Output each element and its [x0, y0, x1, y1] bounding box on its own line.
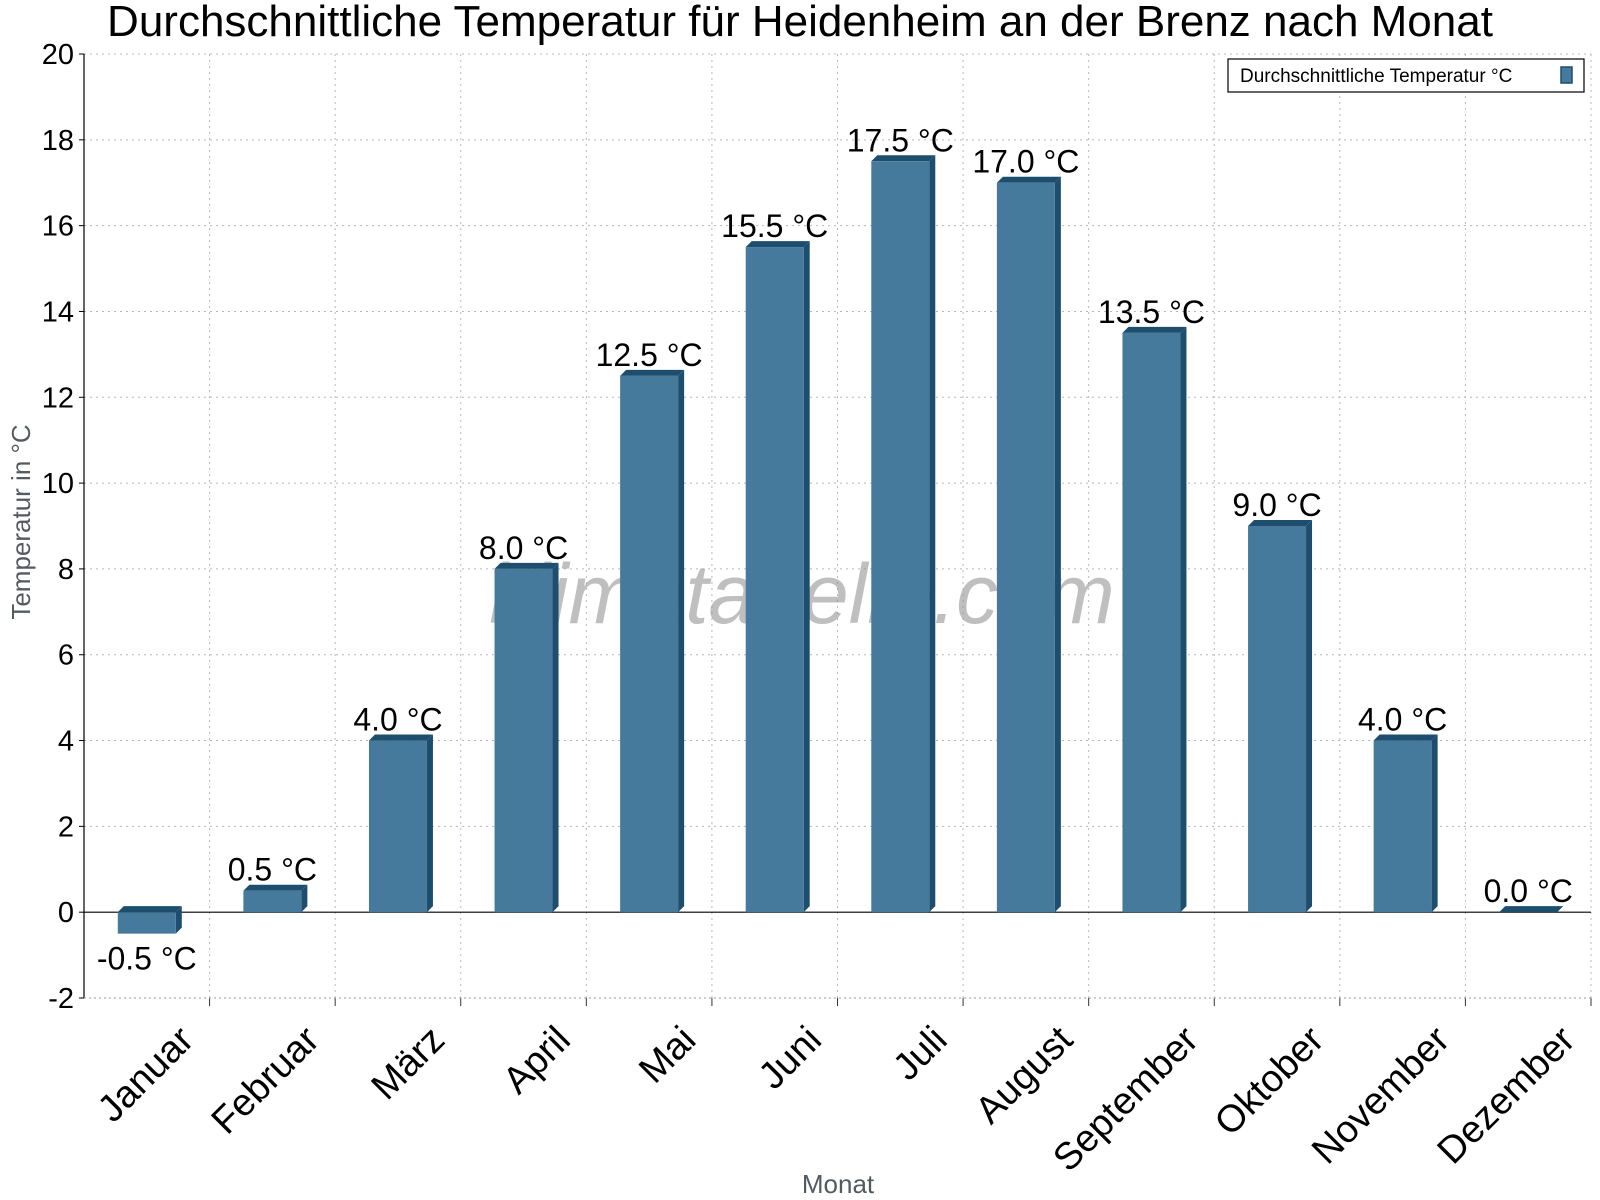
bar — [871, 155, 936, 913]
bar-side — [426, 734, 433, 913]
bar — [243, 884, 308, 913]
value-label: 4.0 °C — [353, 702, 442, 738]
bar-side — [678, 369, 685, 913]
legend-label: Durchschnittliche Temperatur °C — [1240, 66, 1512, 87]
legend-box — [1227, 58, 1585, 93]
y-tick-label: 14 — [42, 296, 74, 328]
value-label: 13.5 °C — [1098, 294, 1205, 330]
y-tick-label: -2 — [48, 983, 74, 1015]
bar-face — [1373, 740, 1432, 913]
value-labels: -0.5 °C 0.5 °C 4.0 °C 8.0 °C 12.5 °C 15.5 °C 1… — [97, 122, 1573, 976]
y-tick-label: 4 — [58, 726, 74, 758]
bar-top — [243, 884, 308, 891]
bar-face — [494, 568, 553, 913]
x-axis-title: Monat — [802, 1169, 875, 1199]
bar-face — [871, 161, 930, 913]
bar-side — [1306, 520, 1313, 913]
bar-face — [996, 182, 1055, 913]
bar-top — [871, 155, 936, 162]
bar-face — [117, 912, 176, 934]
x-tick-label: Mai — [631, 1019, 704, 1092]
legend-swatch — [1560, 66, 1573, 84]
y-tick-label: 10 — [42, 468, 74, 500]
bar-top — [117, 906, 182, 913]
bar-side — [1180, 326, 1187, 913]
bar-top — [996, 176, 1061, 183]
bar-face — [745, 247, 804, 913]
bar-face — [243, 890, 302, 913]
x-tick-label: Januar — [90, 1018, 202, 1130]
x-tick-label: August — [968, 1018, 1082, 1132]
value-label: 12.5 °C — [596, 337, 703, 373]
bar — [368, 734, 433, 913]
y-tick-label: 8 — [58, 554, 74, 586]
y-tick-label: 12 — [42, 382, 74, 414]
value-label: 9.0 °C — [1232, 487, 1321, 523]
bars — [117, 155, 1564, 934]
bar-side — [803, 241, 810, 913]
bar-side — [929, 155, 936, 913]
bar — [620, 369, 685, 913]
bar-side — [301, 884, 308, 913]
x-tick-label: Dezember — [1430, 1018, 1584, 1172]
bar — [1499, 906, 1564, 913]
y-axis-title: Temperatur in °C — [6, 424, 36, 619]
axes: -2 0 2 4 6 8 10 12 14 16 18 20 — [42, 39, 1592, 1015]
y-tick-label: 16 — [42, 211, 74, 243]
bar — [1248, 520, 1313, 913]
y-tick-label: 18 — [42, 125, 74, 157]
x-tick-label: Februar — [204, 1018, 328, 1142]
legend: Durchschnittliche Temperatur °C — [1227, 58, 1585, 93]
bar-top — [1122, 326, 1187, 333]
y-tick-label: 0 — [58, 897, 74, 929]
y-tick-label: 6 — [58, 640, 74, 672]
bar — [1373, 734, 1438, 913]
bar-side — [1431, 734, 1438, 913]
value-label: 17.5 °C — [847, 122, 954, 158]
bar-side — [552, 562, 559, 913]
value-label: 17.0 °C — [972, 144, 1079, 180]
bar — [494, 562, 559, 913]
category-labels: Januar Februar März April Mai Juni Juli AugustS… — [90, 1018, 1584, 1179]
bar-face — [1248, 526, 1307, 913]
value-label: 8.0 °C — [479, 530, 568, 566]
bar — [117, 906, 182, 934]
bar-face — [368, 740, 427, 913]
bar-side — [1054, 176, 1061, 913]
bar-side — [175, 906, 182, 934]
bar-top — [494, 562, 559, 569]
bar — [1122, 326, 1187, 913]
x-tick-label: März — [364, 1019, 453, 1108]
chart-title: Durchschnittliche Temperatur für Heidenh… — [107, 0, 1493, 46]
value-label: -0.5 °C — [97, 941, 197, 977]
value-label: 0.5 °C — [228, 852, 317, 888]
bar-face — [1122, 332, 1181, 913]
y-tick-label: 20 — [42, 39, 74, 71]
bar-top — [368, 734, 433, 741]
bar-top — [1373, 734, 1438, 741]
bar-face — [620, 375, 679, 913]
bar — [745, 241, 810, 913]
x-tick-label: Juni — [751, 1019, 830, 1098]
x-tick-label: April — [495, 1019, 578, 1102]
bar-top — [1248, 520, 1313, 526]
x-tick-label: Juli — [885, 1019, 955, 1089]
bar-top — [745, 241, 810, 248]
x-tick-label: Oktober — [1207, 1018, 1333, 1144]
value-label: 15.5 °C — [721, 208, 828, 244]
bar — [996, 176, 1061, 913]
bar-top — [620, 369, 685, 376]
x-tick-label: November — [1304, 1018, 1458, 1172]
bar-top — [1499, 906, 1564, 913]
value-label: 0.0 °C — [1484, 873, 1573, 909]
y-tick-label: 2 — [58, 811, 74, 843]
value-label: 4.0 °C — [1358, 702, 1447, 738]
grid-lines — [84, 53, 1592, 998]
